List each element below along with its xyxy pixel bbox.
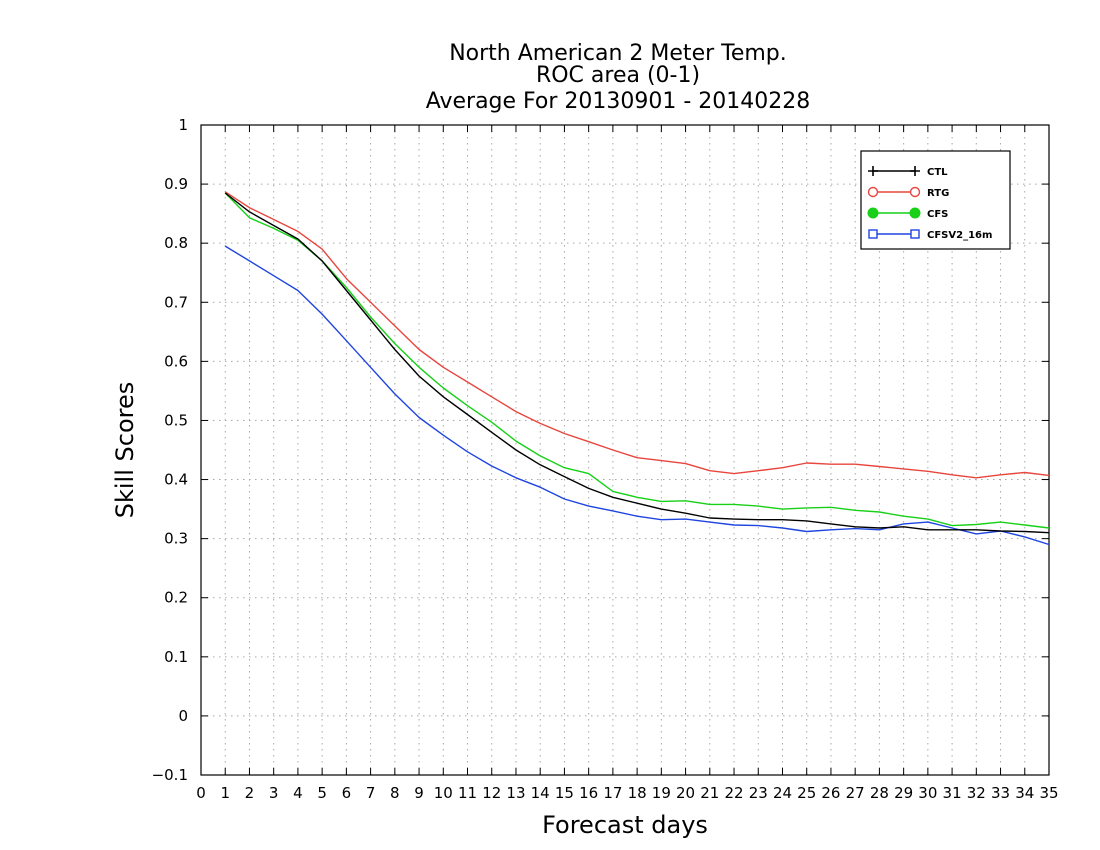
y-tick-label: 0.6: [164, 352, 188, 370]
x-tick-label: 9: [414, 784, 424, 802]
x-tick-label: 19: [652, 784, 671, 802]
legend-label-ctl: CTL: [927, 167, 948, 178]
x-tick-label: 20: [676, 784, 695, 802]
y-tick-label: 0.9: [164, 175, 188, 193]
x-tick-label: 7: [366, 784, 376, 802]
y-axis-title: Skill Scores: [111, 382, 139, 519]
series-line-cfs: [224, 192, 1050, 529]
x-tick-label: 25: [797, 784, 816, 802]
chart-title-line-3: Average For 20130901 - 20140228: [426, 89, 811, 114]
chart-title-line-2: ROC area (0-1): [536, 63, 700, 88]
y-tick-label: 0.7: [164, 293, 188, 311]
x-tick-label: 3: [269, 784, 279, 802]
legend-marker-filled-circle: [867, 207, 879, 219]
x-tick-label: 23: [749, 784, 768, 802]
x-tick-label: 10: [434, 784, 453, 802]
y-tick-label: 0.8: [164, 234, 188, 252]
series-line-rtg: [224, 191, 1050, 479]
legend-marker-filled-circle: [909, 207, 921, 219]
x-tick-label: 4: [293, 784, 303, 802]
x-tick-label: 22: [724, 784, 743, 802]
x-tick-label: 12: [482, 784, 501, 802]
legend-marker-plus: [868, 166, 878, 176]
x-tick-label: 28: [870, 784, 889, 802]
x-tick-label: 6: [342, 784, 352, 802]
y-tick-label: 0: [178, 707, 188, 725]
x-tick-label: 0: [196, 784, 206, 802]
y-tick-label: 0.1: [164, 648, 188, 666]
legend-marker-open-circle: [867, 186, 879, 198]
y-tick-label: −0.1: [152, 766, 188, 784]
plot-frame: [200, 124, 1050, 776]
x-tick-label: 18: [628, 784, 647, 802]
legend: CTL RTG CFS CFSV2_16m: [860, 150, 1011, 250]
x-tick-label: 2: [245, 784, 255, 802]
x-tick-label: 24: [773, 784, 792, 802]
series-line-cfsv2_16m: [224, 245, 1050, 546]
x-tick-label: 27: [846, 784, 865, 802]
x-tick-label: 35: [1039, 784, 1058, 802]
y-tick-label: 0.5: [164, 411, 188, 429]
y-tick-label: 1: [178, 116, 188, 134]
x-tick-label: 1: [220, 784, 230, 802]
x-tick-label: 16: [579, 784, 598, 802]
y-tick-label: 0.3: [164, 530, 188, 548]
axes: 0 1 2 3 4 5 6 7 8 9 10 11 12 13 14 15 16 17 18 19 20 21 22 23 24…: [152, 116, 1059, 802]
series-lines: [224, 191, 1050, 546]
legend-label-cfs: CFS: [927, 209, 948, 220]
x-tick-label: 11: [458, 784, 477, 802]
x-tick-label: 21: [700, 784, 719, 802]
x-tick-label: 14: [531, 784, 550, 802]
x-tick-label: 15: [555, 784, 574, 802]
x-axis-title: Forecast days: [542, 811, 708, 839]
x-tick-label: 5: [317, 784, 327, 802]
y-tick-label: 0.2: [164, 589, 188, 607]
x-tick-label: 30: [918, 784, 937, 802]
x-tick-label: 34: [1015, 784, 1034, 802]
legend-marker-open-circle: [909, 186, 921, 198]
x-tick-label: 32: [967, 784, 986, 802]
legend-marker-open-square: [910, 229, 920, 239]
chart-title-line-1: North American 2 Meter Temp.: [449, 41, 787, 66]
x-tick-label: 29: [894, 784, 913, 802]
x-tick-label: 13: [506, 784, 525, 802]
legend-marker-plus: [910, 166, 920, 176]
x-tick-label: 8: [390, 784, 400, 802]
legend-marker-open-square: [868, 229, 878, 239]
x-tick-label: 17: [603, 784, 622, 802]
x-tick-label: 31: [943, 784, 962, 802]
legend-label-cfsv2_16m: CFSV2_16m: [927, 230, 992, 241]
x-tick-label: 26: [821, 784, 840, 802]
series-line-ctl: [224, 192, 1050, 534]
x-tick-label: 33: [991, 784, 1010, 802]
legend-box: [860, 150, 1011, 250]
y-tick-label: 0.4: [164, 471, 188, 489]
legend-label-rtg: RTG: [927, 188, 949, 199]
